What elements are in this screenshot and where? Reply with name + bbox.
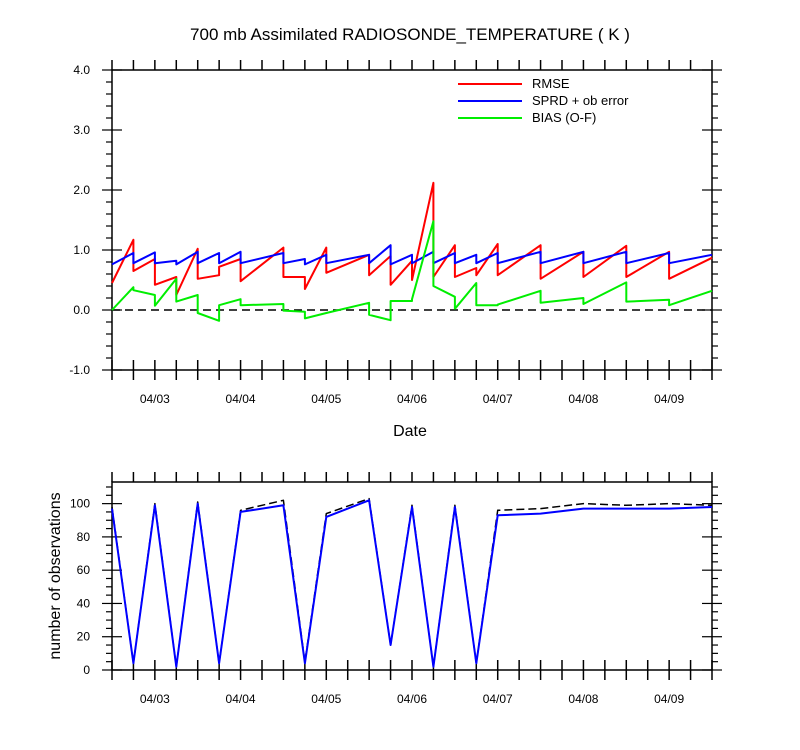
- x-tick-label: 04/03: [140, 392, 170, 406]
- x-tick-label: 04/09: [654, 392, 684, 406]
- x-tick-label: 04/04: [226, 392, 256, 406]
- x-tick-label: 04/03: [140, 692, 170, 706]
- x-tick-label: 04/05: [311, 392, 341, 406]
- x-tick-label: 04/06: [397, 392, 427, 406]
- series-line-rmse: [111, 181, 713, 296]
- y-tick-label: 4.0: [73, 63, 90, 77]
- x-tick-label: 04/08: [568, 392, 598, 406]
- y-tick-label: 3.0: [73, 123, 90, 137]
- series-line-0: [111, 497, 713, 668]
- y-tick-label: 100: [70, 497, 90, 511]
- bottom-chart-ylabel: number of observations: [47, 492, 64, 659]
- x-tick-label: 04/09: [654, 692, 684, 706]
- y-tick-label: 60: [77, 563, 91, 577]
- x-tick-label: 04/07: [483, 692, 513, 706]
- series-line-sprd-ob-error: [111, 244, 713, 266]
- y-tick-label: 80: [77, 530, 91, 544]
- y-tick-label: 2.0: [73, 183, 90, 197]
- top-chart-xlabel: Date: [393, 423, 427, 440]
- y-tick-label: 40: [77, 596, 91, 610]
- legend-label: SPRD + ob error: [532, 93, 629, 108]
- plot-frame: [111, 69, 713, 371]
- series-line-1: [111, 499, 713, 668]
- legend-label: BIAS (O-F): [532, 110, 596, 125]
- y-tick-label: 20: [77, 630, 91, 644]
- x-tick-label: 04/05: [311, 692, 341, 706]
- x-tick-label: 04/06: [397, 692, 427, 706]
- y-tick-label: 0: [83, 663, 90, 677]
- legend-label: RMSE: [532, 76, 570, 91]
- series-line-bias-o-f: [111, 220, 713, 322]
- y-tick-label: -1.0: [69, 363, 90, 377]
- top-chart-title: 700 mb Assimilated RADIOSONDE_TEMPERATUR…: [190, 25, 630, 44]
- y-tick-label: 1.0: [73, 243, 90, 257]
- y-tick-label: 0.0: [73, 303, 90, 317]
- x-tick-label: 04/04: [226, 692, 256, 706]
- x-tick-label: 04/08: [568, 692, 598, 706]
- x-tick-label: 04/07: [483, 392, 513, 406]
